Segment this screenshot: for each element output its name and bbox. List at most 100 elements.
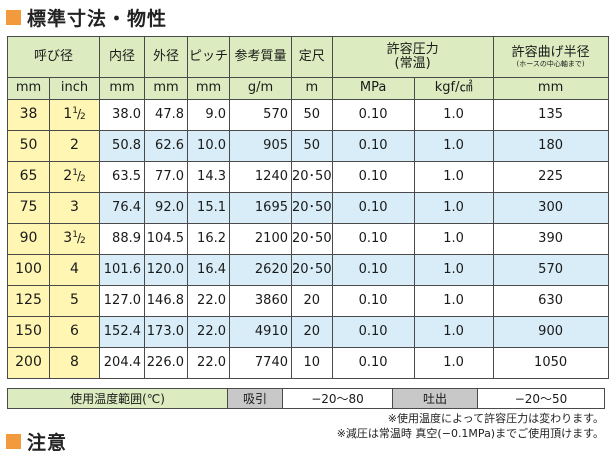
cell-nominal-inch: 6 xyxy=(49,316,100,348)
cell-nominal-mm: 65 xyxy=(7,161,50,193)
header-bend: 許容曲げ半径 (ホースの中心軸まで) xyxy=(492,36,609,78)
unit-length: m xyxy=(291,77,333,100)
cell-bend: 630 xyxy=(492,285,609,317)
inch-fraction-denominator: 2 xyxy=(79,174,86,185)
temperature-table: 使用温度範囲(℃) 吸引 −20〜80 吐出 −20〜50 xyxy=(7,388,605,409)
cell-bend: 300 xyxy=(492,192,609,224)
cell-mpa: 0.10 xyxy=(331,347,415,379)
cell-inner: 88.9 xyxy=(99,223,145,255)
notice-heading: 注意 xyxy=(6,428,67,455)
cell-kgf: 1.0 xyxy=(413,316,494,348)
inch-fraction-numerator: 1 xyxy=(72,230,78,241)
cell-mpa: 0.10 xyxy=(331,254,415,286)
cell-length: 20･50 xyxy=(291,192,333,224)
cell-nominal-inch: 4 xyxy=(49,254,100,286)
header-pressure-line1: 許容圧力 xyxy=(386,41,439,57)
inch-whole: 3 xyxy=(70,199,79,216)
header-bend-label: 許容曲げ半径 xyxy=(511,44,590,60)
inch-fraction-denominator: 2 xyxy=(79,112,86,123)
header-outer: 外径 xyxy=(144,36,188,78)
unit-mpa: MPa xyxy=(331,77,415,100)
cell-kgf: 1.0 xyxy=(413,192,494,224)
cell-length: 50 xyxy=(291,99,333,131)
table-row: 200 8 204.4 226.0 22.0 7740 10 0.10 1.0 1050 xyxy=(7,347,609,379)
cell-nominal-mm: 38 xyxy=(7,99,50,131)
inch-fraction-numerator: 1 xyxy=(72,106,78,117)
cell-mpa: 0.10 xyxy=(331,192,415,224)
cell-length: 20･50 xyxy=(291,223,333,255)
cell-outer: 47.8 xyxy=(144,99,188,131)
cell-nominal-mm: 75 xyxy=(7,192,50,224)
cell-bend: 570 xyxy=(492,254,609,286)
cell-weight: 1695 xyxy=(229,192,292,224)
table-row: 125 5 127.0 146.8 22.0 3860 20 0.10 1.0 630 xyxy=(7,285,609,317)
unit-weight: g/m xyxy=(229,77,292,100)
cell-outer: 146.8 xyxy=(144,285,188,317)
discharge-label: 吐出 xyxy=(392,388,478,409)
cell-inner: 152.4 xyxy=(99,316,145,348)
cell-outer: 92.0 xyxy=(144,192,188,224)
fraction-slash: / xyxy=(76,169,81,184)
cell-weight: 570 xyxy=(229,99,292,131)
cell-kgf: 1.0 xyxy=(413,130,494,162)
inch-fraction-numerator: 1 xyxy=(72,168,78,179)
header-nominal: 呼び径 xyxy=(7,36,100,78)
cell-nominal-inch: 2 xyxy=(49,130,100,162)
cell-nominal-mm: 200 xyxy=(7,347,50,379)
cell-length: 20･50 xyxy=(291,254,333,286)
fraction-slash: / xyxy=(76,107,81,122)
cell-length: 10 xyxy=(291,347,333,379)
note-temperature: ※使用温度によって許容圧力は変わります。 xyxy=(387,412,604,425)
suction-value: −20〜80 xyxy=(282,388,393,409)
cell-mpa: 0.10 xyxy=(331,130,415,162)
cell-weight: 2620 xyxy=(229,254,292,286)
table-row: 50 2 50.8 62.6 10.0 905 50 0.10 1.0 180 xyxy=(7,130,609,162)
cell-pitch: 14.3 xyxy=(187,161,230,193)
temperature-label: 使用温度範囲(℃) xyxy=(7,388,228,409)
inch-whole: 2 xyxy=(70,137,79,154)
header-weight: 参考質量 xyxy=(229,36,292,78)
cell-bend: 900 xyxy=(492,316,609,348)
spec-heading: 標準寸法・物性 xyxy=(6,4,167,31)
table-row: 150 6 152.4 173.0 22.0 4910 20 0.10 1.0 900 xyxy=(7,316,609,348)
cell-pitch: 22.0 xyxy=(187,285,230,317)
header-bend-note: (ホースの中心軸まで) xyxy=(516,59,585,68)
note-vacuum: ※減圧は常温時 真空(−0.1MPa)までご使用頂けます。 xyxy=(336,427,604,440)
cell-inner: 38.0 xyxy=(99,99,145,131)
inch-whole: 6 xyxy=(70,323,79,340)
cell-weight: 1240 xyxy=(229,161,292,193)
cell-kgf: 1.0 xyxy=(413,254,494,286)
cell-length: 20 xyxy=(291,316,333,348)
inch-whole: 1 xyxy=(63,106,73,123)
cell-nominal-inch: 2 1/2 xyxy=(49,161,100,193)
cell-mpa: 0.10 xyxy=(331,223,415,255)
cell-inner: 63.5 xyxy=(99,161,145,193)
cell-inner: 101.6 xyxy=(99,254,145,286)
cell-pitch: 22.0 xyxy=(187,347,230,379)
inch-fraction: 1/2 xyxy=(72,230,86,246)
cell-mpa: 0.10 xyxy=(331,161,415,193)
unit-bend: mm xyxy=(492,77,609,100)
cell-nominal-inch: 3 xyxy=(49,192,100,224)
cell-inner: 204.4 xyxy=(99,347,145,379)
cell-pitch: 15.1 xyxy=(187,192,230,224)
table-row: 90 3 1/2 88.9 104.5 16.2 2100 20･50 0.10 1.0 390 xyxy=(7,223,609,255)
cell-inner: 50.8 xyxy=(99,130,145,162)
cell-kgf: 1.0 xyxy=(413,223,494,255)
heading-square-icon xyxy=(6,10,21,25)
table-row: 100 4 101.6 120.0 16.4 2620 20･50 0.10 1.0 570 xyxy=(7,254,609,286)
suction-label: 吸引 xyxy=(227,388,283,409)
inch-whole: 8 xyxy=(70,354,79,371)
unit-inner: mm xyxy=(99,77,145,100)
inch-fraction: 1/2 xyxy=(72,168,86,185)
cell-pitch: 9.0 xyxy=(187,99,230,131)
cell-outer: 226.0 xyxy=(144,347,188,379)
unit-kgf: kgf/㎠ xyxy=(413,77,494,100)
cell-kgf: 1.0 xyxy=(413,161,494,193)
cell-bend: 1050 xyxy=(492,347,609,379)
cell-nominal-inch: 5 xyxy=(49,285,100,317)
inch-whole: 5 xyxy=(70,292,79,309)
cell-bend: 135 xyxy=(492,99,609,131)
unit-mm: mm xyxy=(7,77,50,100)
cell-outer: 104.5 xyxy=(144,223,188,255)
